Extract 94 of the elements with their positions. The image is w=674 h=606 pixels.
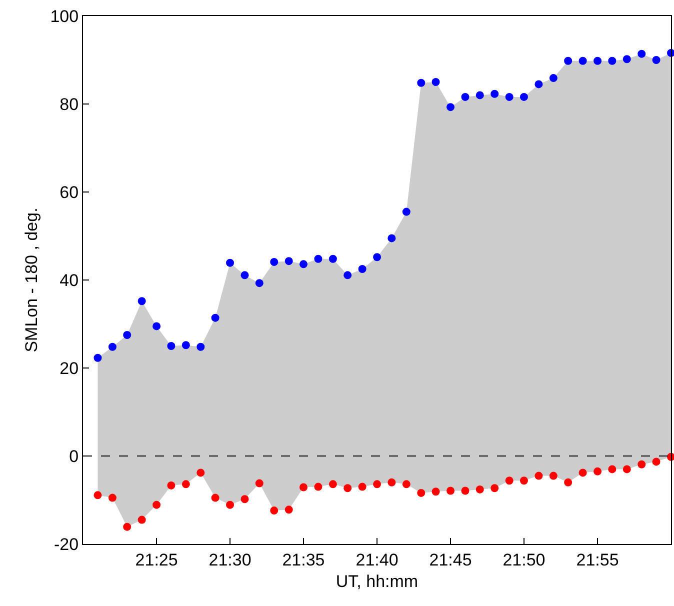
point xyxy=(652,56,660,64)
point xyxy=(94,491,102,500)
y-tick-label: 100 xyxy=(50,6,79,26)
point xyxy=(520,476,528,485)
point xyxy=(476,485,484,494)
point xyxy=(152,500,161,509)
y-tick-label: -20 xyxy=(54,534,79,554)
point xyxy=(534,80,543,88)
point xyxy=(226,258,234,267)
point xyxy=(328,480,337,488)
x-axis-title: UT, hh:mm xyxy=(336,572,418,591)
point xyxy=(344,271,352,280)
point xyxy=(505,92,514,101)
point xyxy=(314,254,322,263)
x-tick-label: 21:55 xyxy=(576,550,619,570)
point xyxy=(594,467,602,476)
point xyxy=(446,103,455,112)
point xyxy=(196,468,205,477)
point xyxy=(490,90,499,98)
point xyxy=(94,354,102,362)
point xyxy=(373,480,382,488)
point xyxy=(138,516,146,524)
point xyxy=(211,314,220,322)
point xyxy=(608,56,616,65)
point xyxy=(123,331,132,339)
point xyxy=(564,478,572,486)
point xyxy=(461,92,470,101)
x-tick-label: 21:50 xyxy=(502,550,546,570)
point xyxy=(534,472,543,480)
point xyxy=(373,253,382,262)
point xyxy=(255,279,264,288)
point xyxy=(490,484,499,492)
point xyxy=(388,478,396,486)
point xyxy=(152,322,161,330)
y-tick-label: 20 xyxy=(60,358,79,378)
point xyxy=(578,56,587,65)
point xyxy=(270,506,278,515)
point xyxy=(388,234,396,242)
point xyxy=(402,208,410,216)
point xyxy=(461,486,470,495)
point xyxy=(123,522,132,531)
x-tick-label: 21:40 xyxy=(356,550,398,570)
point xyxy=(211,494,220,502)
point xyxy=(270,258,278,266)
point xyxy=(476,91,484,100)
y-tick-label: 80 xyxy=(60,94,79,114)
point xyxy=(328,254,337,263)
point xyxy=(196,342,205,351)
x-tick-label: 21:30 xyxy=(208,550,252,570)
point xyxy=(549,74,558,82)
y-tick-label: 40 xyxy=(60,270,79,290)
point xyxy=(652,458,660,466)
point xyxy=(344,484,352,492)
point xyxy=(520,92,528,101)
point xyxy=(182,341,190,350)
point xyxy=(108,494,116,502)
point xyxy=(578,468,587,477)
x-tick-label: 21:35 xyxy=(282,550,325,570)
point xyxy=(284,506,293,514)
x-tick-label: 21:25 xyxy=(135,550,178,570)
point xyxy=(594,56,602,65)
point xyxy=(358,482,366,491)
point xyxy=(240,495,249,504)
y-tick-label: 60 xyxy=(60,182,79,202)
point xyxy=(182,480,190,488)
point xyxy=(638,460,646,468)
y-axis-title: SMLon - 180 , deg. xyxy=(22,208,41,352)
point xyxy=(299,260,308,268)
y-tick-label: 0 xyxy=(69,446,79,466)
point xyxy=(358,265,366,273)
point xyxy=(549,472,558,480)
point xyxy=(622,55,631,64)
point xyxy=(284,257,293,266)
point xyxy=(240,271,249,280)
point xyxy=(638,50,646,58)
point xyxy=(505,476,514,485)
point xyxy=(108,342,116,351)
point xyxy=(138,297,146,306)
point xyxy=(167,481,176,490)
point xyxy=(402,480,410,488)
point xyxy=(167,342,176,350)
point xyxy=(255,479,264,488)
point xyxy=(314,482,322,491)
point xyxy=(432,488,440,496)
point xyxy=(432,78,440,86)
point xyxy=(299,483,308,492)
point xyxy=(608,465,616,474)
point xyxy=(417,488,426,497)
point xyxy=(226,500,234,509)
point xyxy=(446,486,455,495)
point xyxy=(564,56,572,65)
point xyxy=(417,78,426,87)
point xyxy=(622,465,631,474)
x-tick-label: 21:45 xyxy=(429,550,472,570)
